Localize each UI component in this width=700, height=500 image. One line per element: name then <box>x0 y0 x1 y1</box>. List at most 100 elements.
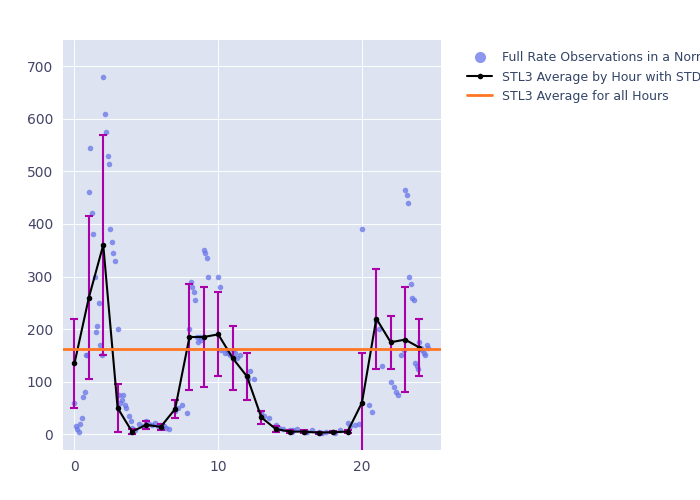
Point <box>113 391 125 399</box>
Point <box>198 246 209 254</box>
Point <box>302 428 313 436</box>
Point <box>153 422 164 430</box>
Point <box>227 346 238 354</box>
Point <box>335 426 346 434</box>
Point <box>329 428 340 436</box>
Point <box>108 249 119 257</box>
Point <box>155 421 167 429</box>
Point <box>195 336 206 344</box>
Point <box>193 338 204 346</box>
Point <box>90 328 101 336</box>
Point <box>231 354 242 362</box>
Point <box>328 428 339 436</box>
Point <box>184 325 195 333</box>
Point <box>345 422 356 430</box>
Point <box>366 408 377 416</box>
Point <box>115 398 126 406</box>
Point <box>75 420 86 428</box>
Point <box>201 254 212 262</box>
Point <box>149 418 160 426</box>
Point <box>88 230 99 238</box>
Point <box>402 199 414 207</box>
Point <box>315 428 326 436</box>
Point <box>69 398 80 406</box>
Point <box>181 409 193 417</box>
Point <box>86 210 97 218</box>
Point <box>388 383 399 391</box>
Point <box>194 333 205 341</box>
Point <box>172 404 183 412</box>
Point <box>134 420 145 428</box>
Point <box>408 296 419 304</box>
Point <box>104 160 115 168</box>
Point <box>416 346 428 354</box>
Point <box>138 422 149 430</box>
Point <box>224 352 235 360</box>
Point <box>187 283 198 291</box>
Point <box>101 128 112 136</box>
Point <box>93 299 104 307</box>
Point <box>385 378 396 386</box>
Point <box>407 294 418 302</box>
Point <box>116 396 127 404</box>
Point <box>371 317 382 325</box>
Point <box>176 402 188 409</box>
Point <box>263 414 274 422</box>
Point <box>363 402 374 409</box>
Point <box>405 280 416 288</box>
Point <box>118 391 129 399</box>
Point <box>97 73 108 81</box>
Point <box>123 412 134 420</box>
Point <box>234 352 246 360</box>
Point <box>244 367 256 375</box>
Point <box>85 144 96 152</box>
Point <box>300 428 312 436</box>
Point <box>395 352 407 360</box>
Point <box>292 425 303 433</box>
Point <box>414 338 425 346</box>
Point <box>349 421 360 429</box>
Point <box>221 346 232 354</box>
Point <box>299 428 310 436</box>
Point <box>82 352 93 360</box>
Legend: Full Rate Observations in a Normal Point, STL3 Average by Hour with STD, STL3 Av: Full Rate Observations in a Normal Point… <box>463 46 700 108</box>
Point <box>169 406 181 414</box>
Point <box>374 325 385 333</box>
Point <box>418 349 429 357</box>
Point <box>248 375 260 383</box>
Point <box>230 349 241 357</box>
Point <box>78 394 89 402</box>
Point <box>191 333 202 341</box>
Point <box>316 428 328 436</box>
Point <box>313 428 324 436</box>
Point <box>277 425 288 433</box>
Point <box>70 422 81 430</box>
Point <box>106 238 118 246</box>
Point <box>141 417 152 425</box>
Point <box>270 421 281 429</box>
Point <box>411 362 422 370</box>
Point <box>216 346 227 354</box>
Point <box>214 283 225 291</box>
Point <box>401 191 412 199</box>
Point <box>241 372 253 380</box>
Point <box>404 272 415 280</box>
Point <box>74 428 85 436</box>
Point <box>125 417 136 425</box>
Point <box>342 418 354 426</box>
Point <box>354 420 365 428</box>
Point <box>109 257 120 265</box>
Point <box>76 414 88 422</box>
Point <box>400 186 411 194</box>
Point <box>72 425 83 433</box>
Point <box>130 426 141 434</box>
Point <box>286 428 297 436</box>
Point <box>96 352 107 360</box>
Point <box>419 352 430 360</box>
Point <box>306 426 317 434</box>
Point <box>105 225 116 233</box>
Point <box>112 325 123 333</box>
Point <box>89 272 100 280</box>
Point <box>161 424 172 432</box>
Point <box>188 288 199 296</box>
